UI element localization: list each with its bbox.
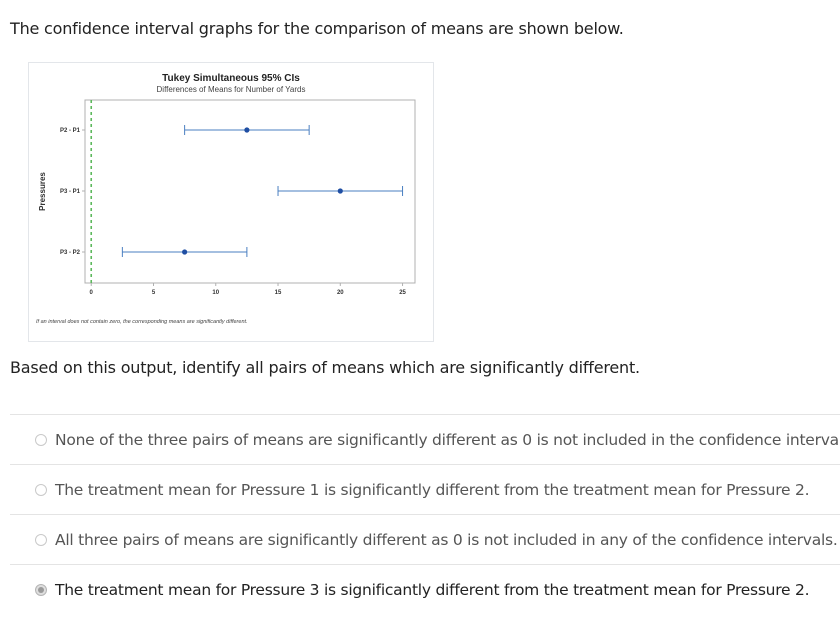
answer-option-label: The treatment mean for Pressure 1 is sig…	[55, 480, 810, 499]
ci-estimate-point	[337, 188, 343, 194]
ci-estimate-point	[182, 249, 188, 255]
chart-footnote: If an interval does not contain zero, th…	[36, 319, 248, 325]
answer-option-label: The treatment mean for Pressure 3 is sig…	[55, 580, 810, 599]
radio-dot	[38, 586, 44, 593]
prompt-text: Based on this output, identify all pairs…	[10, 358, 640, 377]
answer-option[interactable]: The treatment mean for Pressure 1 is sig…	[10, 464, 840, 514]
answer-option[interactable]: The treatment mean for Pressure 3 is sig…	[10, 564, 840, 614]
chart-subtitle: Differences of Means for Number of Yards	[157, 85, 306, 94]
y-tick-label: P3 - P1	[60, 189, 81, 195]
x-tick-label: 10	[212, 290, 219, 296]
x-tick-label: 25	[399, 290, 406, 296]
x-tick-label: 5	[152, 290, 156, 296]
y-tick-label: P2 - P1	[60, 128, 81, 134]
y-axis-label: Pressures	[38, 172, 47, 211]
tukey-ci-chart: Tukey Simultaneous 95% CIs Differences of…	[28, 62, 434, 342]
radio-button[interactable]	[35, 433, 47, 446]
radio-button[interactable]	[35, 533, 47, 546]
chart-title: Tukey Simultaneous 95% CIs	[162, 73, 300, 84]
answer-option-label: None of the three pairs of means are sig…	[55, 430, 840, 449]
x-tick-label: 15	[275, 290, 282, 296]
answer-options: None of the three pairs of means are sig…	[10, 414, 840, 614]
answer-option-label: All three pairs of means are significant…	[55, 530, 838, 549]
answer-option[interactable]: None of the three pairs of means are sig…	[10, 414, 840, 464]
ci-estimate-point	[244, 127, 250, 133]
radio-button-selected[interactable]	[35, 583, 47, 596]
answer-option[interactable]: All three pairs of means are significant…	[10, 514, 840, 564]
y-tick-label: P3 - P2	[60, 250, 81, 256]
radio-button[interactable]	[35, 483, 47, 496]
question-text: The confidence interval graphs for the c…	[10, 19, 624, 38]
x-tick-label: 20	[337, 290, 344, 296]
x-tick-label: 0	[90, 290, 94, 296]
